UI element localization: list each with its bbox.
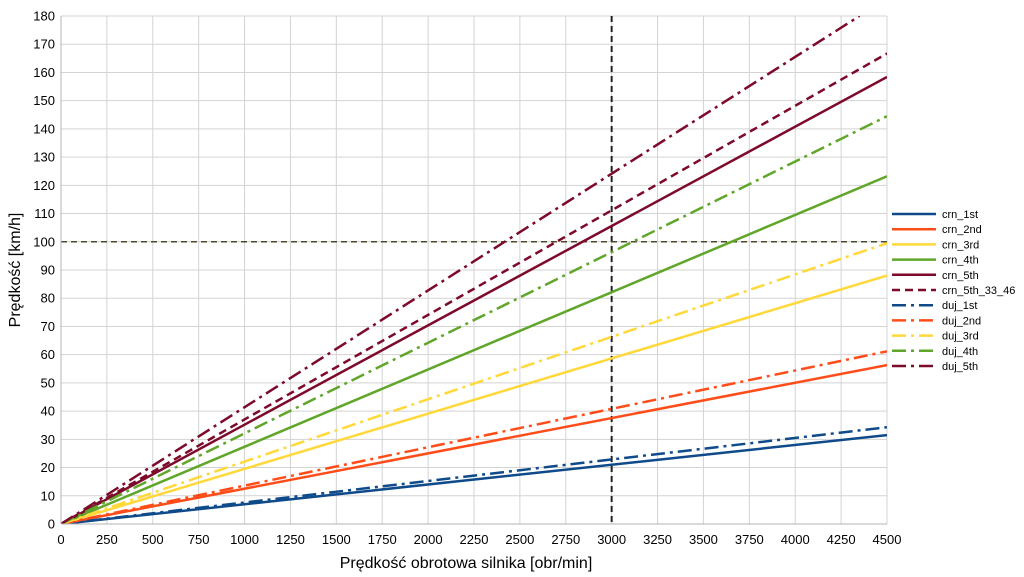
series-line-crn_3rd <box>61 274 887 524</box>
legend-label-crn_1st: crn_1st <box>942 209 978 221</box>
y-tick-label: 130 <box>33 150 55 165</box>
x-tick-label: 0 <box>57 532 64 547</box>
series-line-crn_5th_33_46 <box>61 52 887 524</box>
x-tick-label: 2500 <box>505 532 534 547</box>
legend-label-duj_1st: duj_1st <box>942 300 977 312</box>
y-tick-label: 180 <box>33 9 55 24</box>
y-tick-label: 100 <box>33 234 55 249</box>
axes <box>60 16 887 525</box>
series-lines <box>61 16 887 524</box>
y-tick-label: 10 <box>41 488 55 503</box>
x-tick-label: 2000 <box>414 532 443 547</box>
y-tick-label: 140 <box>33 121 55 136</box>
series-line-duj_1st <box>61 425 887 524</box>
series-line-crn_1st <box>61 433 887 524</box>
x-tick-label: 4250 <box>827 532 856 547</box>
series-line-crn_4th <box>61 175 887 524</box>
y-axis-title: Prędkość [km/h] <box>7 213 24 328</box>
legend-label-duj_3rd: duj_3rd <box>942 331 979 343</box>
x-tick-label: 4000 <box>781 532 810 547</box>
x-tick-label: 250 <box>96 532 118 547</box>
x-tick-label: 1750 <box>368 532 397 547</box>
legend-label-crn_2nd: crn_2nd <box>942 224 982 236</box>
series-line-duj_5th <box>61 16 861 524</box>
legend-label-crn_5th_33_46: crn_5th_33_46 <box>942 285 1015 297</box>
series-line-crn_5th <box>61 75 887 524</box>
y-tick-label: 70 <box>41 319 55 334</box>
x-tick-label: 2750 <box>551 532 580 547</box>
x-tick-labels: 0 250 500 750 1000 1250 1500 1750 2000 2250 2500 27… <box>57 532 901 547</box>
y-tick-label: 150 <box>33 93 55 108</box>
legend-label-duj_2nd: duj_2nd <box>942 315 981 327</box>
x-axis-title: Prędkość obrotowa silnika [obr/min] <box>340 555 593 572</box>
legend-label-duj_5th: duj_5th <box>942 361 978 373</box>
y-tick-label: 160 <box>33 65 55 80</box>
legend-label-crn_5th: crn_5th <box>942 270 979 282</box>
x-tick-label: 2250 <box>460 532 489 547</box>
series-line-crn_2nd <box>61 363 887 524</box>
x-tick-label: 3250 <box>643 532 672 547</box>
legend-label-duj_4th: duj_4th <box>942 346 978 358</box>
y-tick-label: 170 <box>33 37 55 52</box>
x-tick-label: 3750 <box>735 532 764 547</box>
y-tick-labels: 0 10 20 30 40 50 60 70 80 90 100 110 120 130 140 150 160… <box>33 9 55 532</box>
series-line-duj_2nd <box>61 350 887 524</box>
series-line-duj_3rd <box>61 242 887 524</box>
y-tick-label: 110 <box>34 206 55 221</box>
x-tick-label: 1500 <box>322 532 351 547</box>
legend: crn_1st crn_2nd crn_3rd crn_4th crn_5th crn_5… <box>892 209 1015 373</box>
legend-label-crn_4th: crn_4th <box>942 255 979 267</box>
legend-label-crn_3rd: crn_3rd <box>942 239 979 251</box>
y-tick-label: 50 <box>41 375 55 390</box>
x-tick-label: 1250 <box>276 532 305 547</box>
series-line-duj_4th <box>61 115 887 524</box>
x-tick-label: 1000 <box>230 532 259 547</box>
reference-lines <box>61 16 887 524</box>
x-tick-label: 500 <box>142 532 164 547</box>
x-tick-label: 3000 <box>597 532 626 547</box>
y-tick-label: 60 <box>41 347 55 362</box>
x-tick-label: 4500 <box>873 532 902 547</box>
y-tick-label: 40 <box>41 404 55 419</box>
y-tick-label: 20 <box>41 460 55 475</box>
y-tick-label: 0 <box>48 517 55 532</box>
x-tick-label: 3500 <box>689 532 718 547</box>
y-tick-label: 30 <box>41 432 55 447</box>
y-tick-label: 90 <box>41 263 55 278</box>
x-tick-label: 750 <box>188 532 210 547</box>
y-tick-label: 80 <box>41 291 55 306</box>
y-tick-label: 120 <box>33 178 55 193</box>
